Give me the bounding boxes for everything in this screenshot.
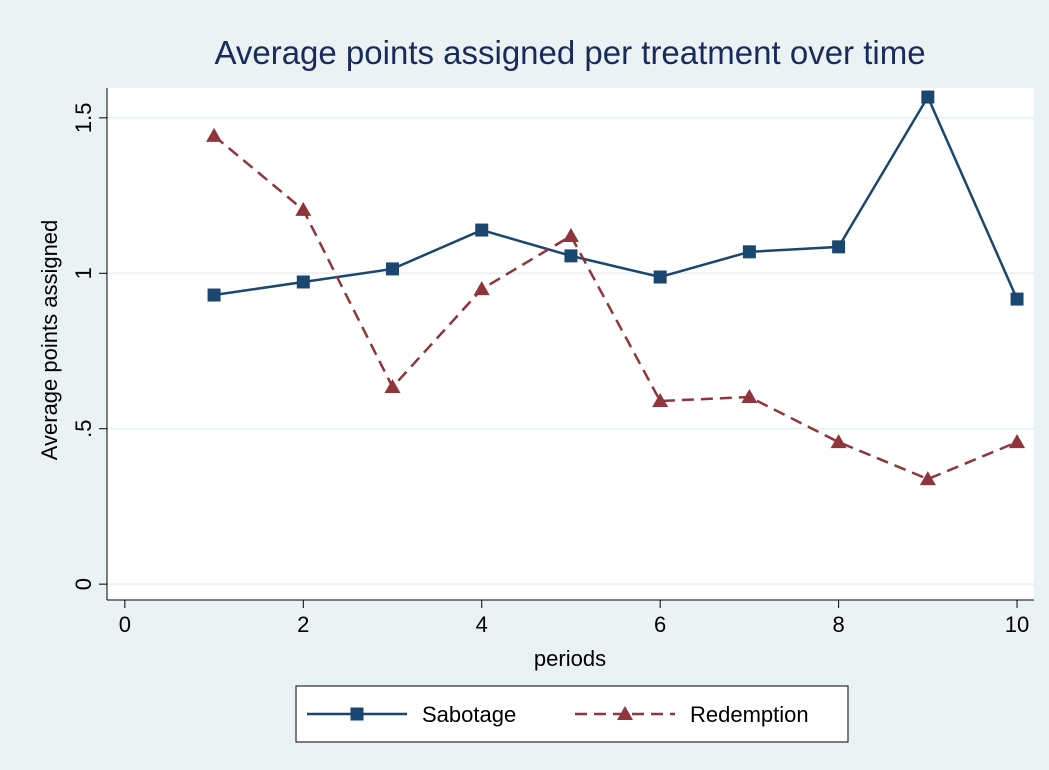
marker — [832, 240, 846, 254]
marker — [562, 227, 579, 242]
legend-marker — [617, 706, 633, 720]
marker — [475, 223, 489, 237]
x-tick-label: 8 — [832, 612, 844, 637]
marker — [652, 393, 669, 408]
legend-marker — [350, 707, 364, 721]
marker — [1009, 434, 1026, 449]
y-axis-title: Average points assigned — [37, 220, 62, 461]
plot-area — [107, 88, 1034, 600]
marker — [473, 281, 490, 296]
marker — [830, 434, 847, 449]
marker — [919, 471, 936, 486]
marker — [295, 201, 312, 216]
legend-label: Redemption — [690, 702, 809, 727]
marker — [1010, 292, 1024, 306]
marker — [653, 270, 667, 284]
x-tick-label: 4 — [476, 612, 488, 637]
y-tick-label: 1.5 — [71, 103, 96, 134]
marker — [206, 127, 223, 142]
marker — [207, 288, 221, 302]
x-tick-label: 6 — [654, 612, 666, 637]
y-tick-label: 0 — [71, 578, 96, 590]
chart-title: Average points assigned per treatment ov… — [214, 34, 925, 71]
marker — [386, 262, 400, 276]
marker — [296, 275, 310, 289]
x-tick-label: 10 — [1005, 612, 1029, 637]
x-axis-title: periods — [534, 646, 606, 671]
x-tick-label: 2 — [297, 612, 309, 637]
series-line — [213, 134, 1018, 481]
marker — [741, 389, 758, 404]
legend-label: Sabotage — [422, 702, 516, 727]
series-line — [213, 94, 1019, 300]
marker — [742, 245, 756, 259]
marker — [921, 90, 935, 104]
x-tick-label: 0 — [119, 612, 131, 637]
y-tick-label: 1 — [71, 267, 96, 279]
y-tick-label: .5 — [71, 420, 96, 438]
marker — [384, 379, 401, 394]
marker — [564, 249, 578, 263]
